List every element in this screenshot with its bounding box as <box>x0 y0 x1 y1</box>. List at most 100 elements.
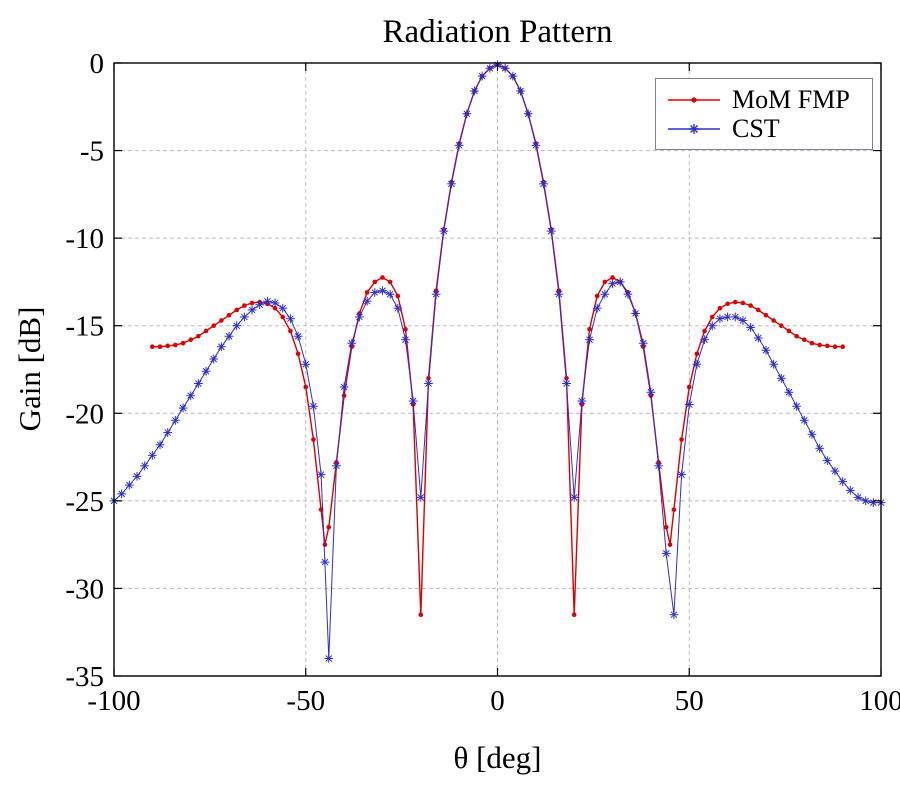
marker-asterisk-cst <box>133 472 141 480</box>
marker-asterisk-cst <box>555 290 563 298</box>
marker-asterisk-cst <box>839 478 847 485</box>
marker-dot-mom-fmp <box>755 307 761 313</box>
marker-asterisk-cst <box>816 444 823 452</box>
legend-line-dot-icon <box>668 96 720 103</box>
marker-asterisk-cst <box>402 336 409 344</box>
marker-asterisk-cst <box>540 180 547 188</box>
marker-dot-mom-fmp <box>418 612 424 617</box>
marker-dot-mom-fmp <box>150 344 155 350</box>
marker-asterisk-cst <box>448 180 455 188</box>
marker-asterisk-cst <box>639 339 647 347</box>
marker-asterisk-cst <box>371 289 379 296</box>
marker-asterisk-cst <box>670 611 678 619</box>
marker-asterisk-cst <box>379 287 386 295</box>
marker-asterisk-cst <box>440 227 448 235</box>
marker-dot-mom-fmp <box>303 384 309 390</box>
marker-asterisk-cst <box>716 315 724 323</box>
marker-dot-mom-fmp <box>686 384 692 390</box>
marker-asterisk-cst <box>386 290 394 298</box>
marker-asterisk-cst <box>486 64 494 72</box>
marker-dot-mom-fmp <box>717 305 723 311</box>
marker-asterisk-cst <box>471 87 478 95</box>
marker-dot-mom-fmp <box>748 303 753 308</box>
marker-asterisk-cst <box>202 367 210 375</box>
marker-asterisk-cst <box>187 392 195 400</box>
legend-label-mom-fmp: MoM FMP <box>732 85 850 114</box>
marker-asterisk-cst <box>517 87 524 95</box>
legend-sample-asterisk-d2 <box>690 124 698 133</box>
marker-dot-mom-fmp <box>679 437 684 442</box>
marker-dot-mom-fmp <box>709 314 715 320</box>
marker-dot-mom-fmp <box>403 326 408 332</box>
marker-dot-mom-fmp <box>211 323 217 329</box>
marker-dot-mom-fmp <box>226 312 232 318</box>
y-tick-label: -5 <box>80 136 104 168</box>
marker-dot-mom-fmp <box>587 326 592 332</box>
marker-asterisk-cst <box>593 304 601 312</box>
marker-asterisk-cst <box>647 388 655 396</box>
marker-asterisk-cst <box>302 360 310 368</box>
marker-asterisk-cst <box>609 280 616 288</box>
marker-dot-mom-fmp <box>825 343 830 349</box>
marker-dot-mom-fmp <box>802 337 807 343</box>
marker-dot-mom-fmp <box>157 344 163 350</box>
marker-asterisk-cst <box>777 374 785 382</box>
marker-asterisk-cst <box>800 416 808 424</box>
marker-dot-mom-fmp <box>732 299 738 305</box>
marker-dot-mom-fmp <box>771 318 776 323</box>
marker-asterisk-cst <box>524 110 532 118</box>
marker-asterisk-cst <box>701 336 708 344</box>
marker-asterisk-cst <box>501 64 509 72</box>
marker-dot-mom-fmp <box>295 351 301 357</box>
marker-asterisk-cst <box>478 72 486 80</box>
y-tick-label: -35 <box>65 661 104 693</box>
marker-asterisk-cst <box>831 467 839 475</box>
marker-asterisk-cst <box>578 397 586 405</box>
marker-asterisk-cst <box>731 313 739 321</box>
y-tick-label: -15 <box>65 311 104 343</box>
marker-asterisk-cst <box>156 441 164 449</box>
marker-dot-mom-fmp <box>249 300 255 306</box>
legend-item-cst: CST <box>666 114 862 143</box>
marker-dot-mom-fmp <box>280 314 286 320</box>
marker-asterisk-cst <box>241 313 248 321</box>
marker-asterisk-cst <box>325 655 333 662</box>
marker-dot-mom-fmp <box>272 305 278 311</box>
marker-asterisk-cst <box>210 355 218 363</box>
marker-asterisk-cst <box>248 306 256 314</box>
y-tick-label: 0 <box>90 48 105 80</box>
marker-asterisk-cst <box>509 72 517 80</box>
marker-asterisk-cst <box>432 290 440 298</box>
marker-dot-mom-fmp <box>667 542 673 547</box>
marker-asterisk-cst <box>662 550 670 557</box>
marker-dot-mom-fmp <box>740 300 746 306</box>
marker-asterisk-cst <box>225 332 233 340</box>
marker-asterisk-cst <box>770 360 777 368</box>
marker-dot-mom-fmp <box>372 279 378 285</box>
y-axis-label: Gain [dB] <box>12 306 47 432</box>
marker-dot-mom-fmp <box>341 393 347 399</box>
marker-asterisk-cst <box>762 346 770 354</box>
marker-dot-mom-fmp <box>840 344 845 350</box>
marker-asterisk-cst <box>616 278 624 286</box>
marker-dot-mom-fmp <box>242 303 247 308</box>
marker-dot-mom-fmp <box>763 312 769 318</box>
marker-asterisk-cst <box>409 397 417 405</box>
marker-asterisk-cst <box>747 324 754 331</box>
marker-asterisk-cst <box>321 558 329 566</box>
legend-sample-dot-marker <box>691 96 697 103</box>
marker-asterisk-cst <box>195 380 202 387</box>
legend-item-mom-fmp: MoM FMP <box>666 85 862 114</box>
marker-asterisk-cst <box>754 334 762 342</box>
marker-asterisk-cst <box>785 388 793 396</box>
marker-asterisk-cst <box>279 304 287 312</box>
x-axis-label: θ [deg] <box>453 740 542 775</box>
marker-asterisk-cst <box>363 297 371 305</box>
y-tick-label: -10 <box>65 223 104 255</box>
marker-asterisk-cst <box>601 290 609 298</box>
marker-asterisk-cst <box>310 402 317 410</box>
marker-asterisk-cst <box>678 471 685 478</box>
marker-asterisk-cst <box>846 486 854 494</box>
